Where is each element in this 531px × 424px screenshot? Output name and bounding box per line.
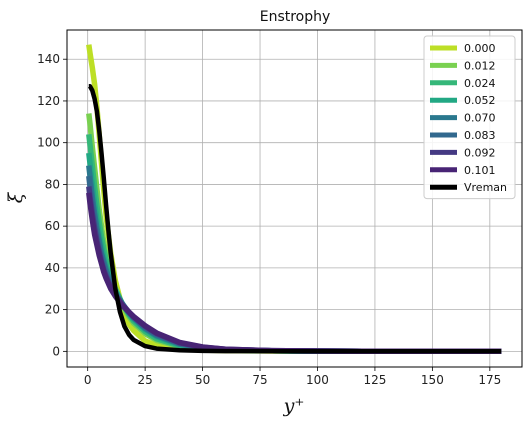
legend-label: Vreman	[464, 181, 507, 194]
x-tick-label: 0	[84, 373, 92, 387]
legend-label: 0.052	[464, 94, 496, 107]
series-line-Vreman	[87, 84, 502, 354]
plot-area-frame	[66, 29, 523, 368]
series-lines	[86, 44, 502, 355]
x-tick-label: 25	[137, 373, 152, 387]
y-tick-label: 120	[37, 94, 60, 108]
legend-label: 0.070	[464, 112, 496, 125]
y-tick-label: 100	[37, 136, 60, 150]
y-tick-label: 60	[45, 219, 60, 233]
legend-box	[423, 35, 516, 200]
legend-label: 0.000	[464, 42, 496, 55]
x-axis-label: y⁺	[283, 395, 305, 417]
axis-ticks: 0 25 50 75 100 125 150 175 0 20 40 60 80 100 120 140	[37, 52, 501, 387]
legend-label: 0.101	[464, 164, 496, 177]
x-tick-label: 125	[363, 373, 386, 387]
y-tick-label: 80	[45, 177, 60, 191]
y-tick-label: 20	[45, 303, 60, 317]
y-tick-label: 40	[45, 261, 60, 275]
y-tick-label: 0	[52, 344, 60, 358]
x-tick-label: 175	[478, 373, 501, 387]
legend-label: 0.024	[464, 77, 496, 90]
x-tick-label: 75	[252, 373, 267, 387]
legend-label: 0.083	[464, 129, 496, 142]
chart-title: Enstrophy	[260, 9, 331, 25]
legend-label: 0.012	[464, 59, 496, 72]
legend: 0.000 0.012 0.024 0.052 0.070 0.083 0.092 0.101…	[423, 35, 516, 200]
x-tick-label: 100	[306, 373, 329, 387]
y-tick-label: 140	[37, 52, 60, 66]
x-tick-label: 150	[421, 373, 444, 387]
y-axis-label: ξ	[5, 191, 27, 203]
x-tick-label: 50	[195, 373, 210, 387]
legend-label: 0.092	[464, 146, 496, 159]
